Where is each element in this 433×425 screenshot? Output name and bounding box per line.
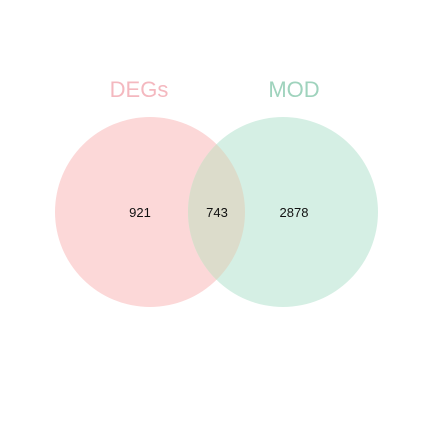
- set-label-mod: MOD: [268, 77, 319, 102]
- count-degs-only: 921: [129, 205, 151, 220]
- degs-circle: [55, 117, 245, 307]
- count-mod-only: 2878: [280, 205, 309, 220]
- count-intersection: 743: [206, 205, 228, 220]
- mod-circle: [188, 117, 378, 307]
- set-label-degs: DEGs: [110, 77, 169, 102]
